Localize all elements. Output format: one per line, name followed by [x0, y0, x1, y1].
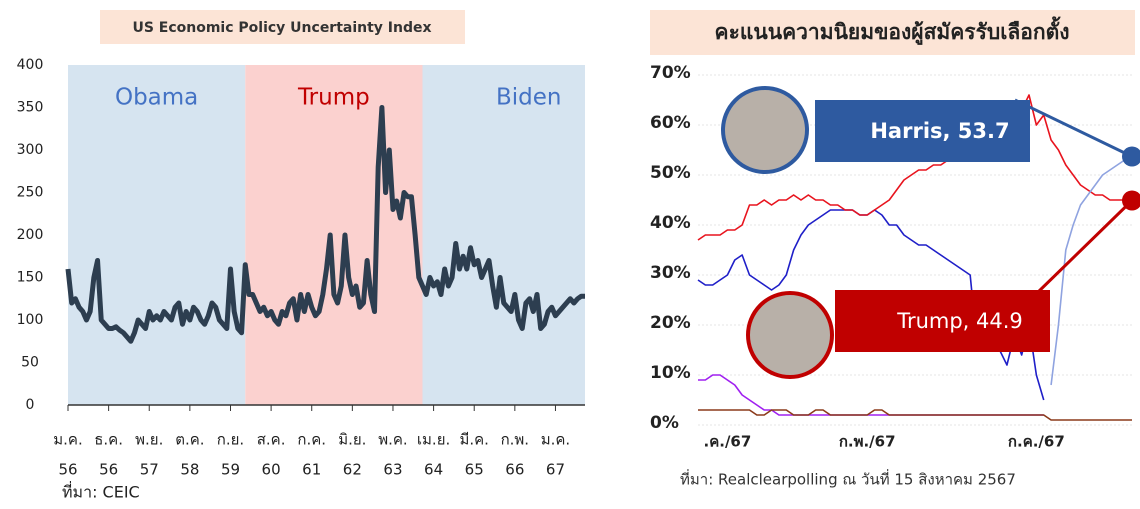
- connector: [1033, 199, 1134, 297]
- x-tick-label: 58: [180, 461, 199, 479]
- source: ที่มา: CEIC: [62, 481, 140, 502]
- x-tick-label: 56: [58, 461, 77, 479]
- x-tick-label: ก.ค./67: [1008, 433, 1065, 451]
- x-tick-label: 60: [262, 461, 281, 479]
- x-tick-label: มิ.ย.: [338, 431, 366, 449]
- end-dot: [1122, 146, 1140, 167]
- chart-title: US Economic Policy Uncertainty Index: [132, 20, 431, 36]
- line: [1050, 155, 1133, 386]
- x-tick-label: ส.ค.: [257, 431, 286, 449]
- x-tick-label: พ.ย.: [135, 431, 163, 449]
- y-tick-label: 0: [26, 397, 35, 413]
- x-tick-label: ก.พ.: [501, 431, 530, 449]
- x-tick-label: ต.ค.: [175, 431, 204, 449]
- x-tick-label: 62: [343, 461, 362, 479]
- region-label: Obama: [115, 85, 198, 111]
- x-tick-label: 64: [424, 461, 443, 479]
- end-dot: [1122, 190, 1140, 211]
- y-tick-label: 150: [17, 270, 44, 286]
- y-tick-label: 400: [17, 57, 44, 73]
- x-tick-label: ก.ย.: [217, 431, 244, 449]
- x-tick-label: 67: [546, 461, 565, 479]
- line: [65, 105, 585, 344]
- region-label: Trump: [297, 85, 370, 111]
- x-tick-label: 66: [505, 461, 524, 479]
- chart-title: คะแนนความนิยมของผู้สมัครรับเลือกตั้ง: [715, 16, 1070, 46]
- y-tick-label: 40%: [650, 213, 691, 233]
- line: [698, 409, 1132, 421]
- region: [68, 65, 246, 405]
- x-tick-label: พ.ค.: [378, 431, 407, 449]
- x-tick-label: ก.ค.: [297, 431, 326, 449]
- region: [422, 65, 585, 405]
- y-tick-label: 300: [17, 142, 44, 158]
- annotation: Harris, 53.7: [870, 119, 1009, 143]
- region: [245, 65, 423, 405]
- left-chart: Obama Trump Biden 0 50 100 150 200 250 300 350 400 ม…: [17, 57, 585, 479]
- title-box: [100, 10, 465, 44]
- line: [698, 374, 1044, 416]
- label-box: [835, 290, 1050, 352]
- y-tick-label: 30%: [650, 263, 691, 283]
- portrait: [746, 291, 834, 379]
- x-tick-label: 56: [99, 461, 118, 479]
- title-box: [650, 10, 1135, 55]
- x-tick-label: 65: [465, 461, 484, 479]
- y-tick-label: 0%: [650, 413, 679, 433]
- y-tick-label: 250: [17, 185, 44, 201]
- y-tick-label: 20%: [650, 313, 691, 333]
- label-box: [815, 100, 1030, 162]
- x-tick-label: ธ.ค.: [94, 431, 123, 449]
- annotation: Trump, 44.9: [896, 309, 1023, 333]
- y-tick-label: 200: [17, 227, 44, 243]
- y-tick-label: 350: [17, 100, 44, 116]
- x-tick-label: ก.พ./67: [839, 433, 896, 451]
- x-tick-label: มี.ค.: [459, 431, 488, 449]
- x-tick-label: 59: [221, 461, 240, 479]
- region-label: Biden: [496, 85, 562, 111]
- x-tick-label: 61: [302, 461, 321, 479]
- source: ที่มา: Realclearpolling ณ วันที่ 15 สิงห…: [680, 469, 1016, 489]
- y-tick-label: 60%: [650, 113, 691, 133]
- x-tick-label: ม.ค.: [541, 431, 570, 449]
- y-tick-label: 50%: [650, 163, 691, 183]
- x-tick-label: 63: [383, 461, 402, 479]
- x-tick-label: .ค./67: [704, 433, 752, 451]
- y-tick-label: 100: [17, 312, 44, 328]
- y-tick-label: 10%: [650, 363, 691, 383]
- y-tick-label: 70%: [650, 63, 691, 83]
- connector: [1014, 98, 1133, 158]
- x-tick-label: เม.ย.: [417, 431, 450, 449]
- x-tick-label: 57: [140, 461, 159, 479]
- y-tick-label: 50: [21, 355, 39, 371]
- right-chart: 0% 10% 20% 30% 40% 50% 60% 70% .ค./67 ก.พ./67 ก.ค.…: [650, 63, 1140, 451]
- line: [697, 94, 1133, 241]
- portrait: [721, 86, 809, 174]
- x-tick-label: ม.ค.: [53, 431, 82, 449]
